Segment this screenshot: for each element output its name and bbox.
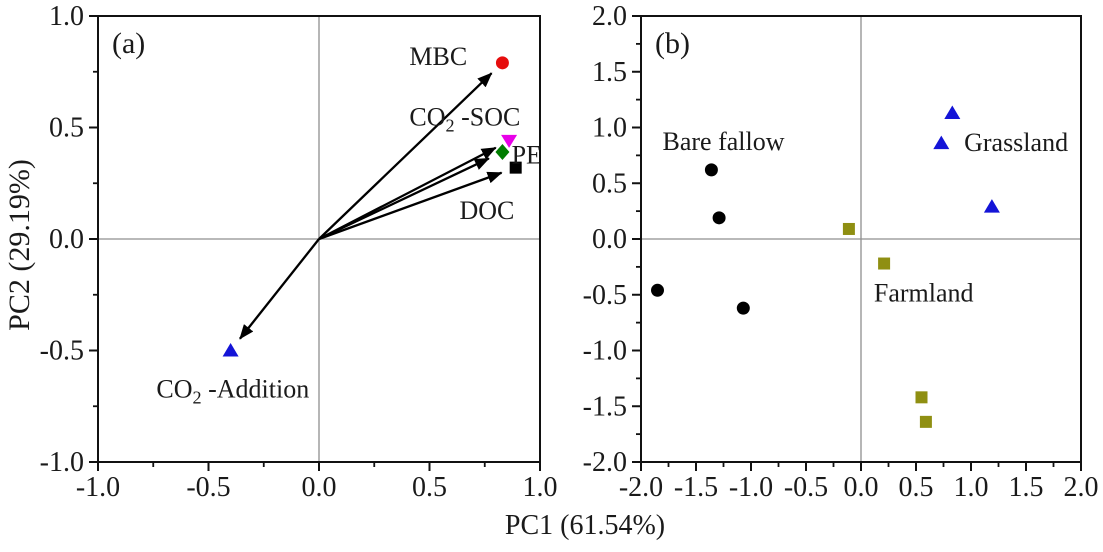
xtick-label-b: -1.0 <box>729 472 773 503</box>
xtick-label-a: 1.0 <box>523 472 558 503</box>
point-farmland <box>919 415 932 428</box>
vector-arrow-co-addition <box>239 238 320 340</box>
vector-arrow-doc <box>318 171 503 241</box>
series-label-bare-fallow: Bare fallow <box>662 127 784 156</box>
marker-co-soc <box>501 134 518 148</box>
marker-mbc <box>495 56 509 70</box>
xtick-label-b: -0.5 <box>784 472 828 503</box>
series-grassland <box>933 105 1000 213</box>
ytick-label-a: -1.0 <box>40 447 84 478</box>
point-bare-fallow <box>736 301 750 315</box>
xtick-label-a: -1.0 <box>76 472 120 503</box>
xtick-label-a: 0.5 <box>412 472 447 503</box>
xtick-label-b: 2.0 <box>1064 472 1099 503</box>
point-grassland <box>933 135 950 150</box>
xtick-label-b: 0.5 <box>899 472 934 503</box>
marker-co-addition <box>222 343 239 357</box>
series-bare-fallow <box>651 163 750 315</box>
ytick-label-a: 1.0 <box>49 1 84 32</box>
panel-a-tag: (a) <box>112 27 146 60</box>
ytick-label-b: 0.5 <box>592 168 627 199</box>
label-mbc: MBC <box>409 42 467 71</box>
marker-pe <box>495 144 510 161</box>
xtick-label-a: 0.0 <box>302 472 337 503</box>
xtick-label-b: 1.5 <box>1009 472 1044 503</box>
label-co-soc: CO2 -SOC <box>409 102 520 135</box>
series-farmland <box>842 222 932 428</box>
xtick-label-a: -0.5 <box>186 472 230 503</box>
ytick-label-b: -1.0 <box>583 336 627 367</box>
point-grassland <box>983 199 1000 213</box>
series-label-grassland: Grassland <box>964 128 1068 157</box>
point-bare-fallow <box>704 163 718 177</box>
x-axis-label: PC1 (61.54%) <box>504 510 666 541</box>
ytick-label-a: -0.5 <box>40 336 84 367</box>
ytick-label-b: 1.5 <box>592 57 627 88</box>
panel-b-tag: (b) <box>655 27 690 60</box>
point-farmland <box>915 391 928 404</box>
vector-arrow-mbc <box>318 72 493 240</box>
ticks-b: -2.0 -1.5 -1.0 -0.5 0.0 0.5 1.0 1.5 2.0-2.0-1.5-… <box>583 1 1099 503</box>
point-farmland <box>842 222 855 235</box>
label-doc: DOC <box>460 196 515 225</box>
label-co-addition: CO2 -Addition <box>156 374 309 407</box>
xtick-label-b: -1.5 <box>674 472 718 503</box>
ytick-label-b: 1.0 <box>592 113 627 144</box>
vector-arrow-pe <box>318 157 490 241</box>
ytick-label-b: 2.0 <box>592 1 627 32</box>
xtick-label-b: 1.0 <box>954 472 989 503</box>
xtick-label-b: -2.0 <box>619 472 663 503</box>
ytick-label-b: 0.0 <box>592 224 627 255</box>
ytick-label-a: 0.5 <box>49 113 84 144</box>
xtick-label-b: 0.0 <box>844 472 879 503</box>
ytick-label-a: 0.0 <box>49 224 84 255</box>
y-axis-label: PC2 (29.19%) <box>3 159 36 331</box>
label-pe: PE <box>512 140 542 169</box>
panel-a-plot-area: MBC CO2 -SOC PE DOC CO2 -Addition -1.0 -0.5 0.0… <box>40 1 558 503</box>
marker-doc <box>509 161 522 174</box>
ytick-label-b: -0.5 <box>583 280 627 311</box>
ytick-label-b: -1.5 <box>583 391 627 422</box>
ytick-label-b: -2.0 <box>583 447 627 478</box>
ticks-a: -1.0 -0.5 0.0 0.5 1.0 -1.0 -0.5 0.0 0.5 1.0 <box>40 1 558 503</box>
point-farmland <box>878 257 891 270</box>
series-label-farmland: Farmland <box>874 279 974 308</box>
point-bare-fallow <box>712 211 726 225</box>
point-bare-fallow <box>651 283 664 297</box>
point-grassland <box>944 105 961 120</box>
